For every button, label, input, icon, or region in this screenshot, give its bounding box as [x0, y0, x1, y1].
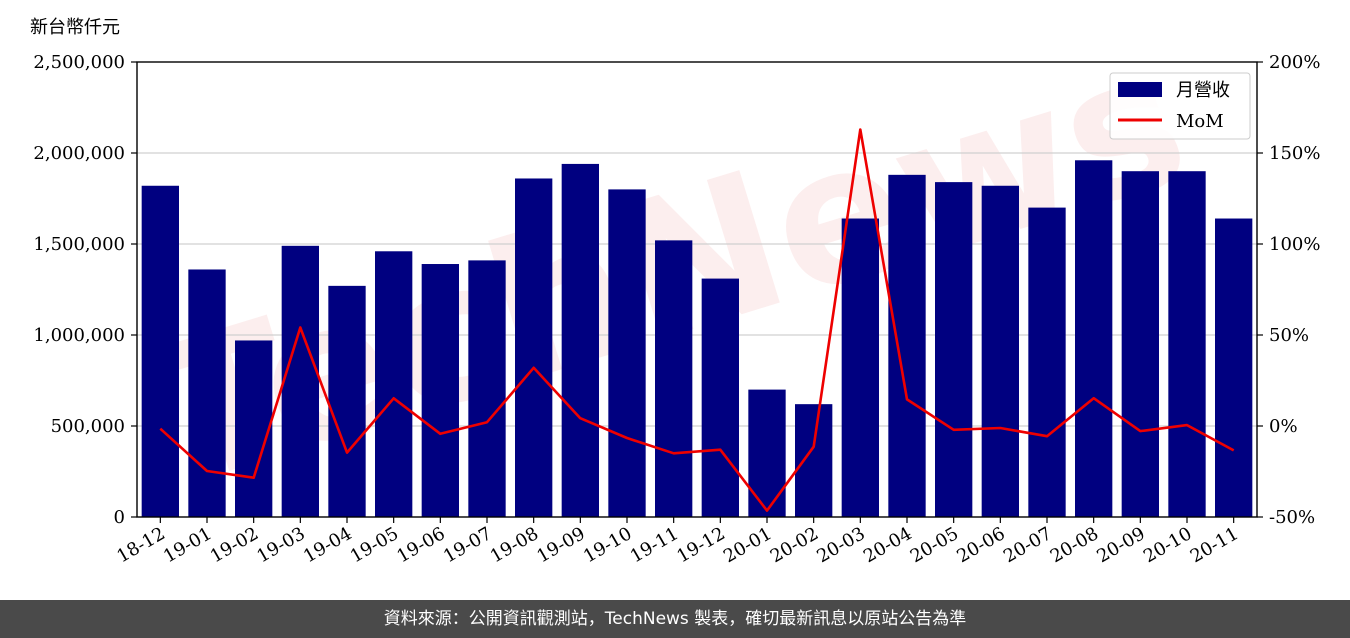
right-tick-label: 0%	[1269, 416, 1298, 437]
legend-swatch-revenue	[1118, 82, 1162, 97]
revenue-bar	[328, 285, 366, 517]
revenue-bar	[141, 185, 179, 517]
revenue-bar	[981, 185, 1019, 517]
x-tick-label: 19-09	[533, 523, 588, 567]
revenue-bar	[1028, 207, 1066, 517]
grid-lines	[137, 152, 1257, 427]
revenue-bar	[748, 389, 786, 517]
left-tick-label: 1,000,000	[33, 325, 125, 346]
left-tick-label: 2,500,000	[33, 52, 125, 73]
revenue-bar	[935, 182, 973, 517]
x-tick-label: 19-04	[300, 523, 355, 567]
x-tick-label: 19-11	[627, 523, 682, 567]
plot-border	[136, 61, 1258, 518]
revenue-bar	[888, 174, 926, 517]
x-tick-label: 20-07	[1000, 523, 1055, 567]
revenue-bar	[1121, 171, 1159, 517]
x-tick-label: 20-03	[813, 523, 868, 567]
x-tick-label: 19-12	[673, 523, 728, 567]
x-tick-label: 20-06	[953, 523, 1008, 567]
revenue-bar	[701, 278, 739, 517]
x-tick-label: 19-08	[487, 523, 542, 567]
plot-frame	[136, 61, 1258, 518]
x-tick-label: 20-04	[860, 523, 915, 567]
x-tick-label: 19-05	[347, 523, 402, 567]
source-footer: 資料來源：公開資訊觀測站，TechNews 製表，確切最新訊息以原站公告為準	[0, 600, 1350, 638]
x-tick-label: 19-03	[253, 523, 308, 567]
revenue-bar	[795, 404, 833, 517]
bar-series	[141, 160, 1253, 518]
legend: 月營收 MoM	[1109, 72, 1251, 140]
x-tick-label: 19-01	[160, 523, 215, 567]
x-tick-label: 20-01	[720, 523, 775, 567]
right-tick-label: 100%	[1269, 234, 1320, 255]
revenue-bar	[235, 340, 273, 517]
revenue-bar	[421, 264, 459, 517]
revenue-bar	[468, 260, 506, 517]
left-axis: 0 500,000 1,000,000 1,500,000 2,000,000 2,500…	[33, 52, 137, 528]
right-tick-label: -50%	[1269, 507, 1315, 528]
revenue-bar	[515, 178, 553, 518]
x-tick-label: 19-06	[393, 523, 448, 567]
revenue-chart: TechNews 0500,0001,000,0001,500,0002,000…	[30, 7, 1320, 567]
x-tick-label: 19-02	[207, 523, 262, 567]
revenue-bar	[608, 189, 646, 517]
x-tick-label: 20-10	[1140, 523, 1195, 567]
revenue-bar	[281, 245, 319, 517]
revenue-bar	[188, 269, 226, 517]
right-axis: -50% 0% 50% 100% 150% 200%	[1257, 52, 1320, 528]
x-tick-label: 18-12	[113, 523, 168, 567]
x-tick-label: 19-10	[580, 523, 635, 567]
x-tick-label: 20-09	[1093, 523, 1148, 567]
left-axis-unit-label: 新台幣仟元	[30, 17, 120, 38]
x-tick-label: 20-11	[1187, 523, 1242, 567]
x-tick-label: 20-08	[1047, 523, 1102, 567]
revenue-bar	[375, 251, 413, 517]
mom-line	[159, 128, 1235, 512]
x-tick-label: 19-07	[440, 523, 495, 567]
x-tick-label: 20-05	[907, 523, 962, 567]
right-tick-label: 150%	[1269, 143, 1320, 164]
revenue-bar	[655, 240, 693, 518]
x-tick-label: 20-02	[767, 523, 822, 567]
revenue-bar	[1075, 160, 1113, 517]
mom-line-series	[159, 128, 1235, 512]
right-tick-label: 50%	[1269, 325, 1309, 346]
left-tick-label: 1,500,000	[33, 234, 125, 255]
x-axis: 18-1219-0119-0219-0319-0419-0519-0619-07…	[113, 517, 1242, 567]
left-tick-label: 2,000,000	[33, 143, 125, 164]
legend-label-mom: MoM	[1176, 111, 1224, 132]
revenue-bar	[1215, 218, 1253, 517]
left-tick-label: 500,000	[51, 416, 125, 437]
revenue-bar	[1168, 171, 1206, 517]
left-tick-label: 0	[114, 507, 125, 528]
right-tick-label: 200%	[1269, 52, 1320, 73]
revenue-bar	[841, 218, 879, 517]
revenue-bar	[561, 163, 599, 518]
legend-label-revenue: 月營收	[1176, 80, 1230, 101]
